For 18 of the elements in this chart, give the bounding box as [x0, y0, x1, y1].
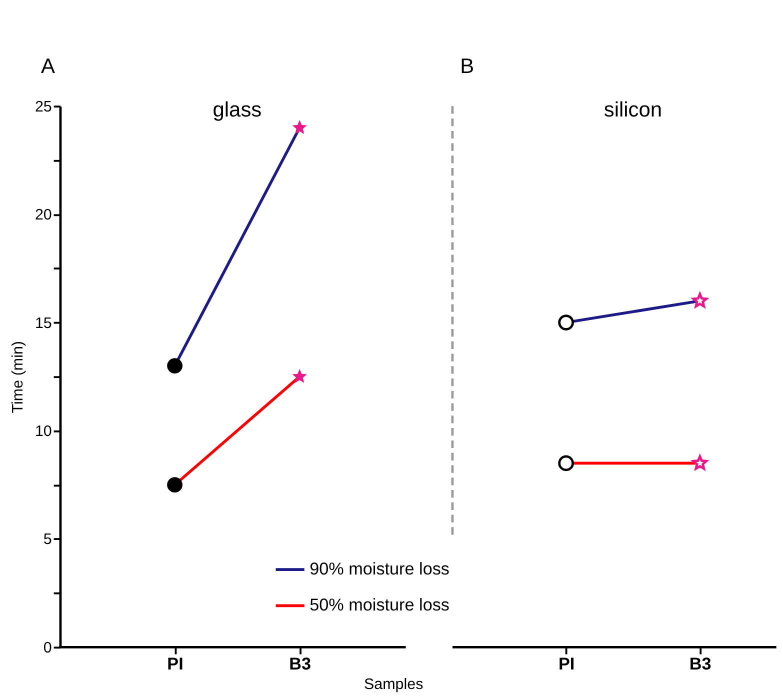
y-tick-label: 10 [34, 422, 52, 440]
legend-label: 50% moisture loss [310, 594, 450, 614]
x-tick-label: B3 [689, 654, 712, 674]
chart-title: A [40, 54, 55, 78]
chart-subtitle: glass [212, 98, 262, 122]
x-axis-title: Samples [364, 676, 424, 694]
x-tick-label: B3 [289, 654, 312, 674]
y-tick-label: 5 [43, 531, 52, 548]
x-tick-label: PI [167, 654, 184, 674]
x-tick-label: PI [558, 654, 575, 674]
y-tick-label: 0 [43, 639, 52, 656]
y-axis-title: Time (min) [10, 340, 27, 414]
y-tick-label: 15 [34, 314, 52, 332]
chart-subtitle: silicon [604, 98, 662, 122]
y-tick-label: 25 [34, 98, 52, 116]
legend-label: 90% moisture loss [310, 558, 450, 578]
chart-title: B [460, 54, 474, 78]
y-tick-label: 20 [34, 206, 52, 224]
